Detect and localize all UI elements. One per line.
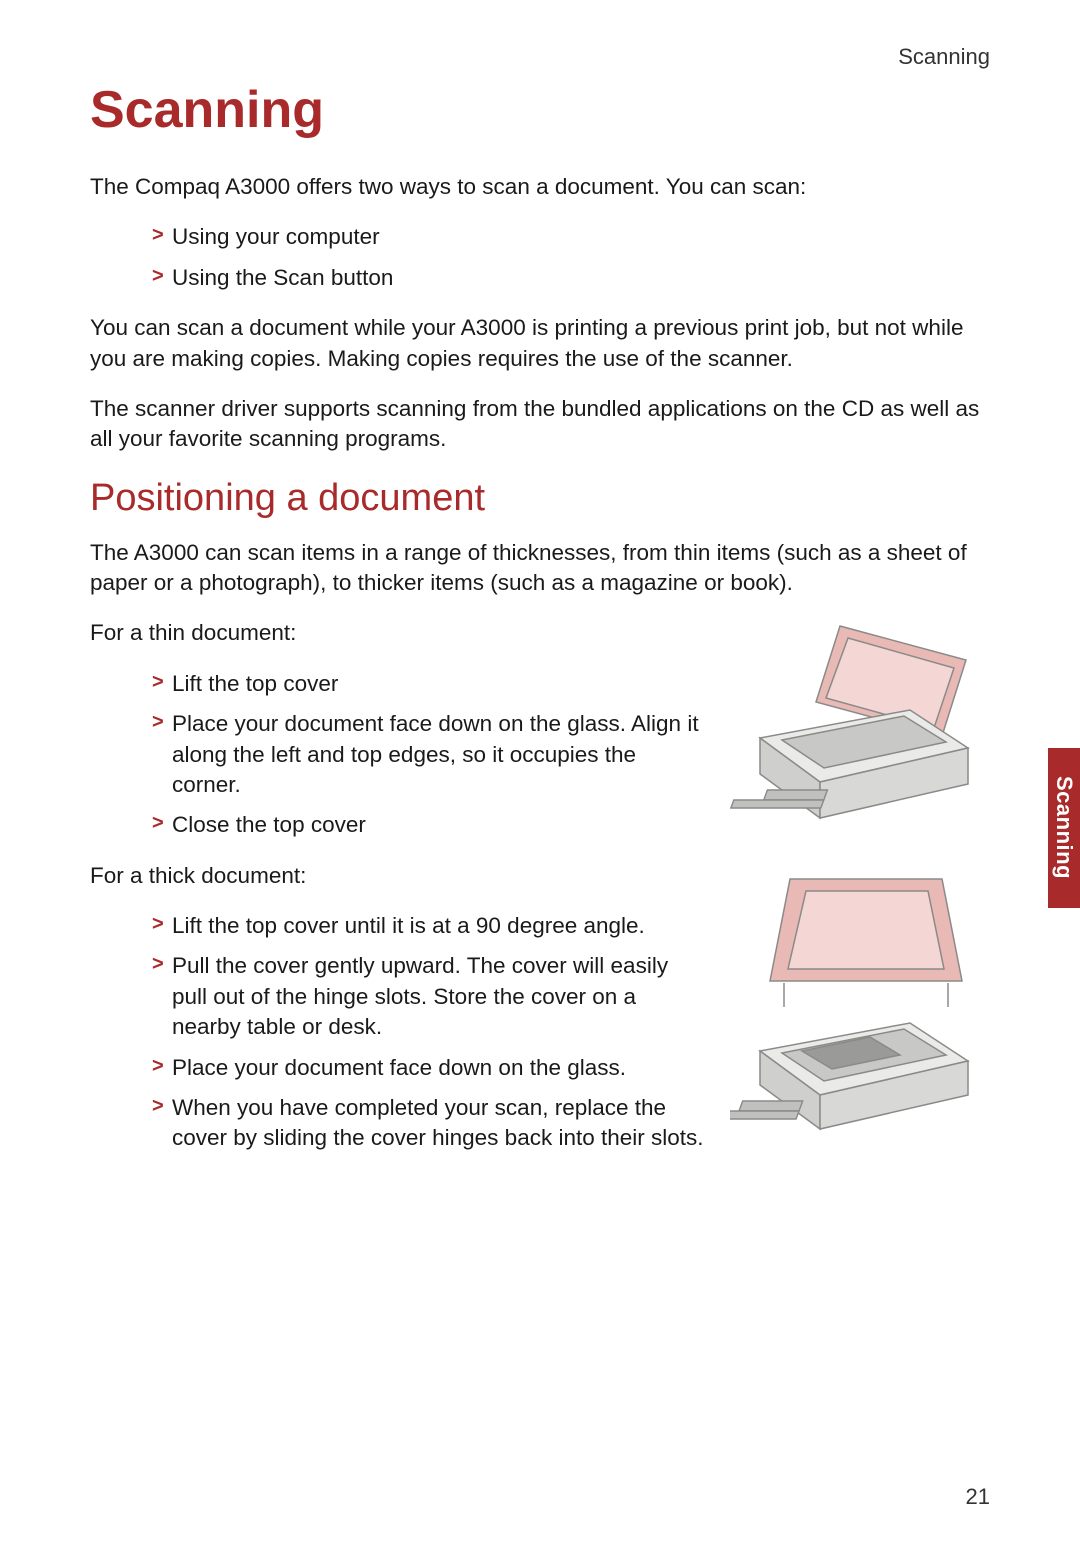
list-item: Close the top cover [152,810,706,840]
list-item: Place your document face down on the gla… [152,1053,706,1083]
scanner-lid-removed-figure [730,861,990,1141]
section-heading: Positioning a document [90,477,990,520]
list-item: Lift the top cover [152,669,706,699]
intro-paragraph: The Compaq A3000 offers two ways to scan… [90,172,990,202]
body-paragraph: The scanner driver supports scanning fro… [90,394,990,455]
body-paragraph: You can scan a document while your A3000… [90,313,990,374]
list-item: Using your computer [152,222,990,252]
running-header: Scanning [90,44,990,70]
section-side-tab: Scanning [1048,748,1080,908]
list-item: When you have completed your scan, repla… [152,1093,706,1154]
side-tab-label: Scanning [1051,776,1077,879]
thick-doc-list: Lift the top cover until it is at a 90 d… [90,911,706,1154]
sub-label: For a thin document: [90,618,706,648]
page-number: 21 [966,1484,990,1510]
body-paragraph: The A3000 can scan items in a range of t… [90,538,990,599]
thin-doc-list: Lift the top cover Place your document f… [90,669,706,841]
intro-list: Using your computer Using the Scan butto… [90,222,990,293]
sub-label: For a thick document: [90,861,706,891]
list-item: Place your document face down on the gla… [152,709,706,800]
list-item: Lift the top cover until it is at a 90 d… [152,911,706,941]
scanner-lid-open-figure [730,618,990,838]
list-item: Using the Scan button [152,263,990,293]
page-title: Scanning [90,80,990,140]
list-item: Pull the cover gently upward. The cover … [152,951,706,1042]
